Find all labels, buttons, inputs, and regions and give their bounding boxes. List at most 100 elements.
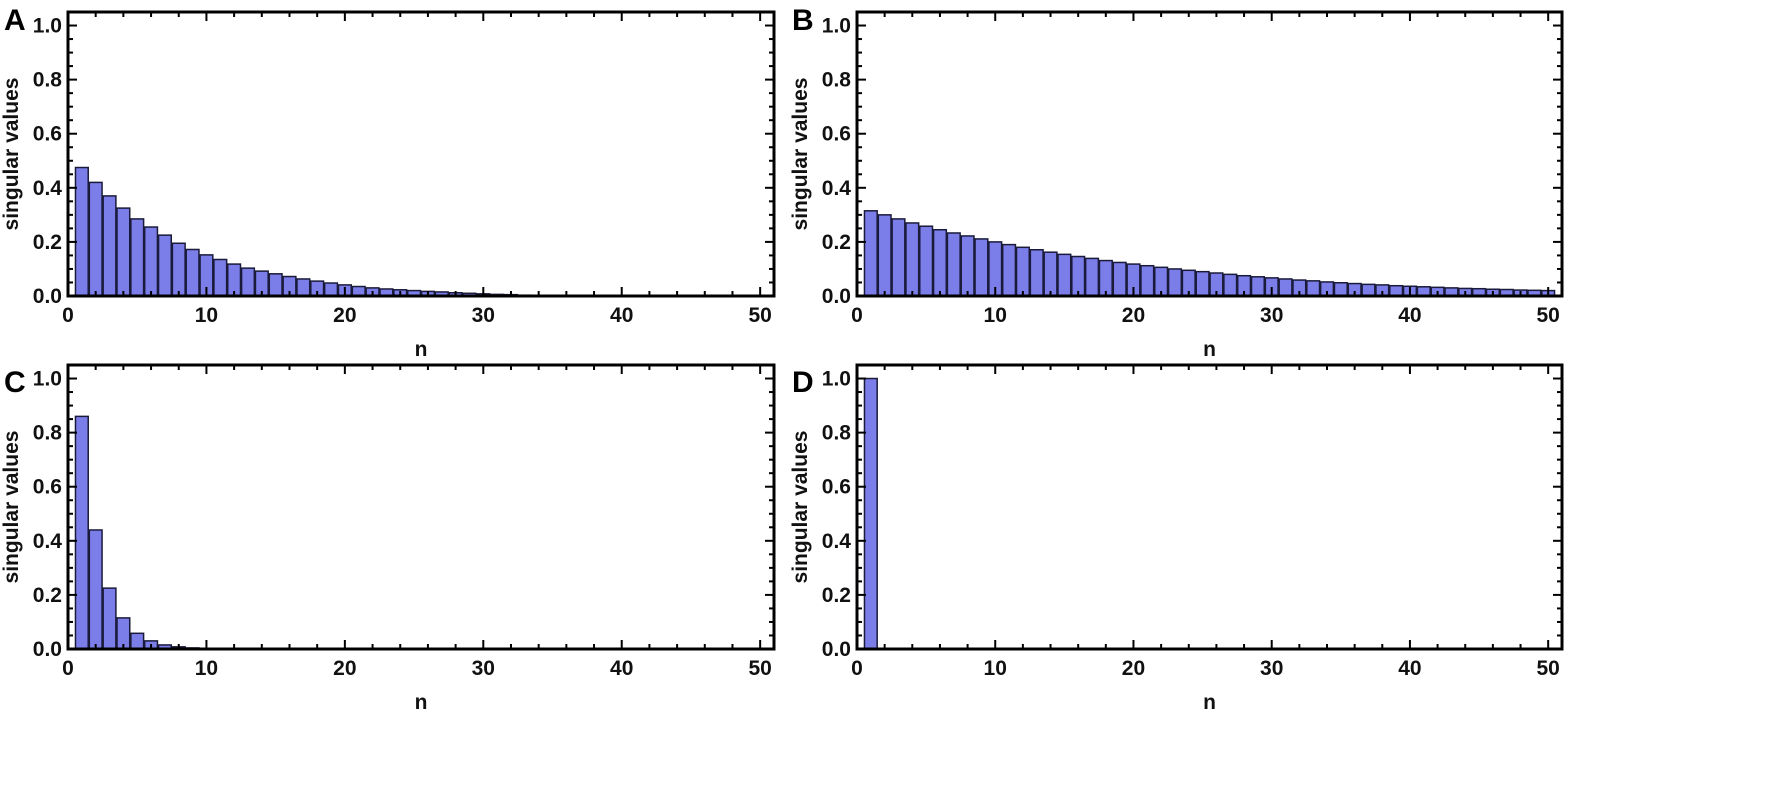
bar (1223, 273, 1238, 297)
plot-frame (855, 10, 1564, 298)
x-tick-label: 50 (1536, 304, 1559, 327)
y-axis-title: singular values (789, 431, 812, 584)
y-tick-label: 0.0 (822, 638, 851, 661)
y-tick-label: 0.0 (822, 285, 851, 308)
y-tick-label: 0.4 (33, 530, 63, 553)
bar (1057, 253, 1072, 297)
bar (1167, 268, 1183, 297)
bar (74, 166, 89, 297)
x-axis-title: n (415, 338, 428, 361)
x-tick-label: 30 (472, 304, 495, 327)
bar (1071, 255, 1086, 297)
plot-frame (66, 363, 776, 651)
bar (1195, 270, 1210, 297)
bar (905, 222, 920, 297)
x-tick-label: 30 (1260, 304, 1283, 327)
y-tick-label: 1.0 (33, 368, 62, 391)
panel-c: 0 10 20 30 40 50 0.0 0.2 0.4 0.6 0.8 1.0 n singular v… (0, 363, 776, 714)
bar (1361, 283, 1376, 297)
panel-letter: B (792, 4, 814, 37)
bar (240, 267, 256, 297)
bar (268, 273, 283, 297)
bar (1306, 280, 1321, 297)
bar (296, 278, 311, 297)
bar (891, 218, 906, 297)
x-tick-label: 0 (62, 304, 74, 327)
y-tick-label: 1.0 (822, 15, 851, 38)
bar (171, 242, 186, 297)
x-tick-label: 20 (1122, 657, 1145, 680)
x-tick-label: 40 (610, 657, 633, 680)
x-tick-label: 40 (610, 304, 633, 327)
x-tick-label: 0 (851, 657, 863, 680)
bar (877, 214, 892, 297)
x-tick-label: 50 (748, 304, 771, 327)
panel-letter: A (4, 4, 26, 37)
y-tick-label: 1.0 (33, 15, 62, 38)
x-tick-label: 40 (1398, 657, 1421, 680)
bar (1250, 276, 1265, 297)
x-tick-label: 30 (472, 657, 495, 680)
bar (1098, 259, 1113, 297)
x-tick-label: 20 (333, 304, 356, 327)
bar (1015, 246, 1030, 297)
bar (1333, 282, 1348, 297)
y-tick-label: 0.4 (822, 530, 852, 553)
x-tick-label: 10 (984, 304, 1007, 327)
y-tick-label: 0.6 (822, 123, 851, 146)
y-tick-label: 0.2 (822, 231, 851, 254)
bar (185, 248, 200, 297)
bar (1112, 261, 1127, 297)
panel-letter: D (792, 366, 814, 399)
bar (143, 226, 159, 297)
y-tick-label: 0.6 (822, 476, 851, 499)
x-tick-label: 10 (195, 657, 218, 680)
y-tick-label: 0.8 (33, 422, 63, 445)
bar (919, 225, 934, 297)
bar (1001, 243, 1017, 297)
bar (130, 218, 145, 297)
x-tick-label: 0 (851, 304, 863, 327)
bar (1140, 264, 1155, 297)
bar (974, 238, 989, 297)
bar (863, 210, 878, 297)
bar (932, 228, 948, 297)
x-tick-label: 20 (333, 657, 356, 680)
y-tick-label: 0.8 (33, 69, 63, 92)
y-axis-title: singular values (789, 78, 812, 231)
plot-frame (66, 10, 776, 298)
y-tick-label: 0.8 (822, 422, 852, 445)
bar (88, 181, 103, 297)
y-tick-label: 0.4 (33, 177, 63, 200)
plot-frame (855, 363, 1564, 651)
bar (157, 234, 173, 297)
y-tick-label: 0.6 (33, 476, 62, 499)
y-tick-label: 0.4 (822, 177, 852, 200)
bar (960, 235, 975, 297)
bar (74, 415, 89, 650)
panel-letter: C (4, 366, 26, 399)
bar (1043, 251, 1058, 297)
x-axis-title: n (1203, 691, 1216, 714)
bar (88, 529, 103, 650)
y-tick-label: 0.6 (33, 123, 62, 146)
bar (1084, 257, 1100, 297)
x-axis-title: n (1203, 338, 1216, 361)
x-tick-label: 20 (1122, 304, 1145, 327)
bar (213, 258, 228, 297)
y-tick-label: 0.0 (33, 285, 62, 308)
x-tick-label: 50 (1536, 657, 1559, 680)
x-tick-label: 0 (62, 657, 74, 680)
x-axis-title: n (415, 691, 428, 714)
bar (323, 282, 339, 297)
x-tick-label: 10 (195, 304, 218, 327)
bar (946, 232, 961, 297)
y-tick-label: 0.2 (822, 584, 851, 607)
bar (102, 195, 117, 297)
x-tick-label: 40 (1398, 304, 1421, 327)
x-tick-label: 10 (984, 657, 1007, 680)
bar (1029, 249, 1044, 297)
panel-a: 0 10 20 30 40 50 0.0 0.2 0.4 0.6 0.8 1.0 n singular v… (0, 4, 776, 361)
y-tick-label: 0.0 (33, 638, 62, 661)
